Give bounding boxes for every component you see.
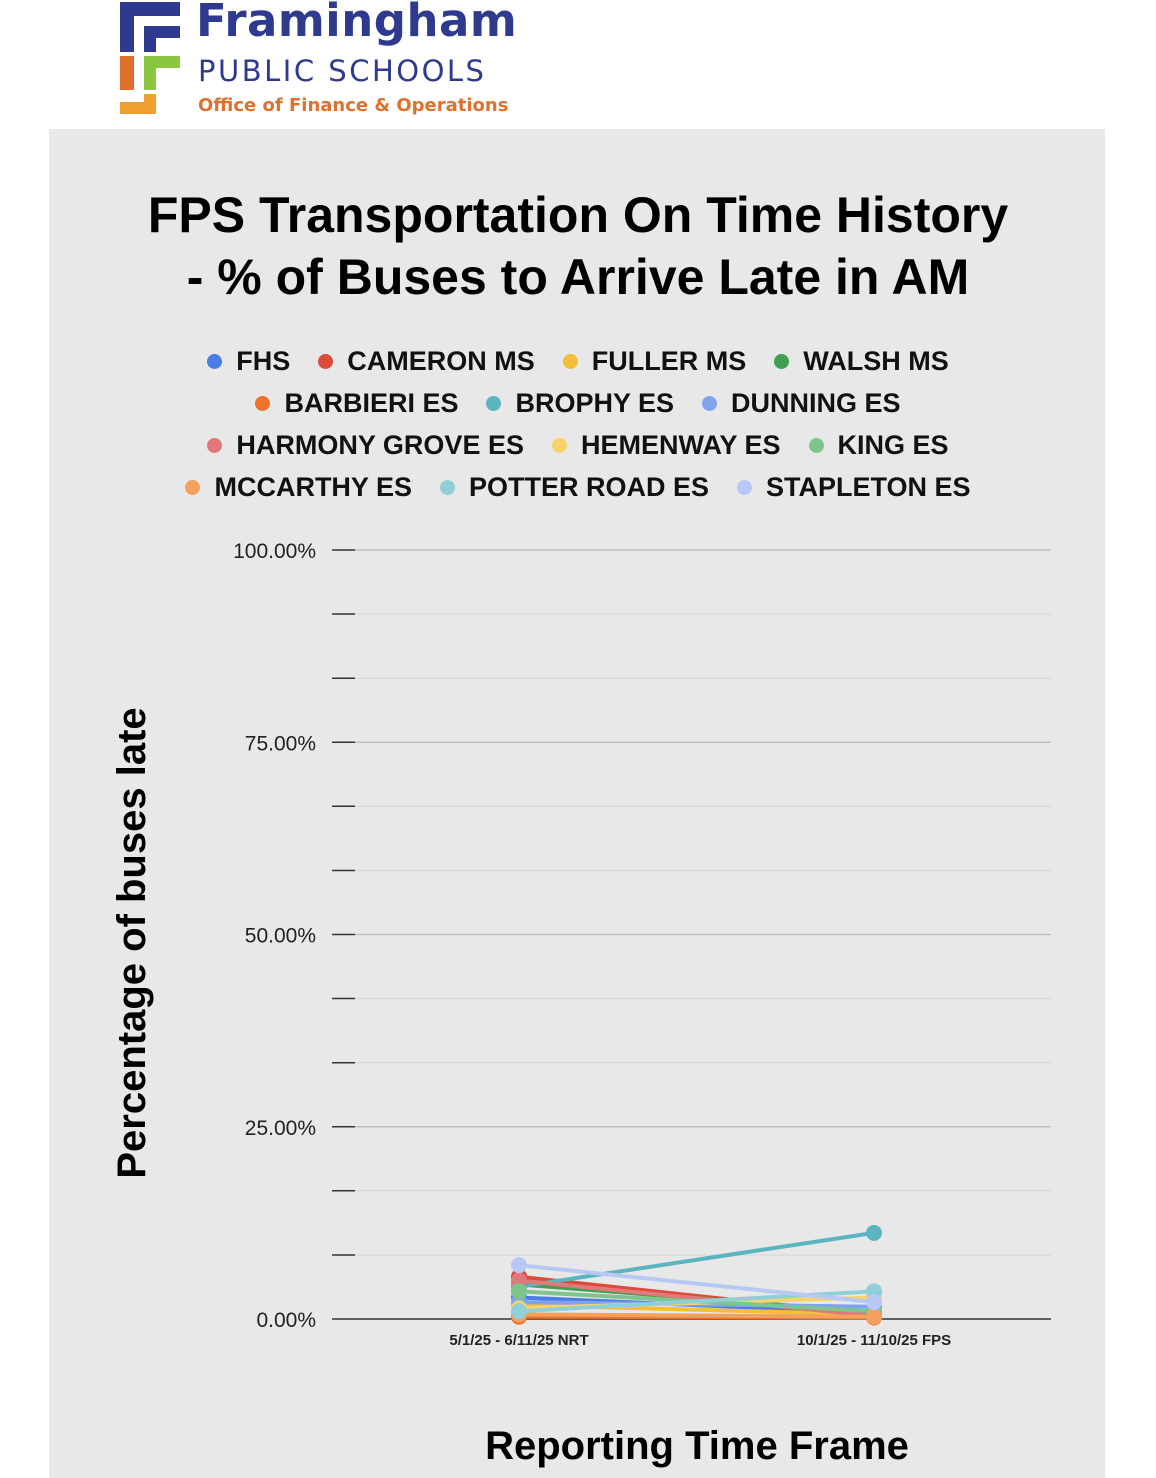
legend-swatch (207, 353, 223, 369)
legend-swatch (562, 353, 578, 369)
chart-panel (49, 129, 1105, 1478)
legend-item: HEMENWAY ES (551, 429, 781, 461)
legend-label: STAPLETON ES (766, 471, 971, 502)
legend-item: BROPHY ES (486, 388, 674, 419)
legend-item: FULLER MS (562, 345, 747, 377)
y-tick-label: 50.00% (245, 925, 316, 948)
y-axis-label: Percentage of buses late (110, 707, 154, 1178)
series-line (517, 1312, 876, 1319)
org-name: Framingham (196, 0, 518, 47)
legend-swatch (255, 395, 271, 411)
district-logo: Framingham PUBLIC SCHOOLS Office of Fina… (118, 0, 548, 125)
office-name: Office of Finance & Operations (198, 95, 509, 116)
legend-item: HARMONY GROVE ES (207, 430, 524, 461)
legend-row: HARMONY GROVE ES HEMENWAY ES KING ES (100, 424, 1056, 466)
y-tick-label: 75.00% (245, 732, 316, 755)
legend-swatch (318, 353, 334, 369)
legend-swatch (185, 479, 201, 495)
legend-swatch (808, 437, 824, 453)
series-line (517, 1230, 876, 1289)
legend-label: WALSH MS (803, 345, 949, 376)
legend-swatch (207, 437, 223, 453)
legend-item: POTTER ROAD ES (439, 471, 710, 503)
legend-swatch (702, 395, 718, 411)
legend-label: FULLER MS (591, 345, 747, 376)
chart-legend: FHS CAMERON MS FULLER MS WALSH MS BARBIERI E… (100, 340, 1056, 508)
legend-item: FHS (207, 346, 290, 377)
legend-row: BARBIERI ES BROPHY ES DUNNING ES (100, 382, 1056, 424)
legend-label: HEMENWAY ES (580, 429, 781, 460)
legend-swatch (737, 479, 753, 495)
legend-row: MCCARTHY ES POTTER ROAD ES STAPLETON ES (100, 466, 1056, 508)
legend-label: POTTER ROAD ES (468, 471, 710, 502)
legend-swatch (551, 437, 567, 453)
logo-mark-icon (120, 2, 180, 114)
data-point (866, 1308, 882, 1325)
series-line (517, 1278, 876, 1318)
legend-swatch (774, 353, 790, 369)
data-point (511, 1283, 527, 1300)
legend-item: DUNNING ES (702, 388, 901, 419)
legend-item: MCCARTHY ES (185, 472, 412, 503)
org-subtitle: PUBLIC SCHOOLS (198, 54, 487, 88)
x-axis-label: Reporting Time Frame (485, 1424, 909, 1468)
data-point (866, 1224, 882, 1241)
legend-item: CAMERON MS (318, 346, 535, 377)
x-tick-label: 5/1/25 - 6/11/25 NRT (449, 1332, 588, 1349)
legend-label: FHS (236, 345, 291, 376)
legend-label: HARMONY GROVE ES (236, 429, 524, 460)
data-point (866, 1294, 882, 1311)
y-tick-label: 25.00% (245, 1117, 316, 1140)
legend-label: BARBIERI ES (284, 387, 459, 418)
chart-title-line1: FPS Transportation On Time History (147, 187, 1009, 243)
data-point (511, 1257, 527, 1274)
legend-label: CAMERON MS (347, 345, 535, 376)
y-tick-label: 0.00% (256, 1309, 316, 1332)
y-tick-label: 100.00% (233, 540, 316, 563)
legend-label: MCCARTHY ES (214, 471, 412, 502)
chart-title: FPS Transportation On Time History - % o… (0, 184, 1156, 308)
legend-swatch (439, 479, 455, 495)
legend-swatch (486, 395, 502, 411)
legend-item: WALSH MS (774, 346, 949, 377)
legend-item: KING ES (808, 429, 949, 461)
legend-row: FHS CAMERON MS FULLER MS WALSH MS (100, 340, 1056, 382)
legend-label: DUNNING ES (731, 387, 901, 418)
legend-item: STAPLETON ES (737, 472, 971, 503)
legend-item: BARBIERI ES (255, 388, 458, 419)
series-line (517, 1263, 876, 1305)
legend-label: BROPHY ES (515, 387, 675, 418)
x-tick-label: 10/1/25 - 11/10/25 FPS (797, 1332, 951, 1349)
chart-title-line2: - % of Buses to Arrive Late in AM (186, 249, 970, 305)
data-point (511, 1303, 527, 1320)
legend-label: KING ES (837, 429, 949, 460)
